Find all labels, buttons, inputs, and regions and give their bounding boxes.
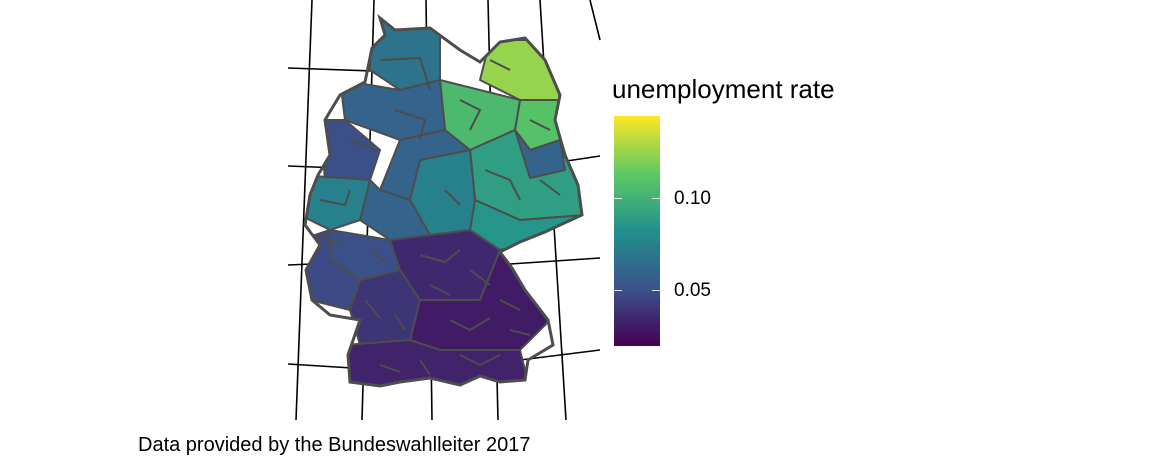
- region-layer: [305, 18, 582, 386]
- graticule-line: [589, 0, 601, 41]
- legend-tick-label: 0.05: [674, 279, 711, 301]
- graticule-line: [295, 0, 313, 421]
- district-borders: [314, 57, 561, 376]
- legend-colorbar: [614, 116, 660, 346]
- map-region: [319, 119, 381, 181]
- map-caption: Data provided by the Bundeswahlleiter 20…: [138, 434, 531, 456]
- graticule-line: [287, 363, 353, 369]
- map-region: [369, 18, 441, 91]
- map-region: [514, 129, 566, 179]
- legend-title: unemployment rate: [612, 74, 835, 104]
- graticule-line: [509, 257, 601, 265]
- legend-tick-label: 0.10: [674, 187, 711, 209]
